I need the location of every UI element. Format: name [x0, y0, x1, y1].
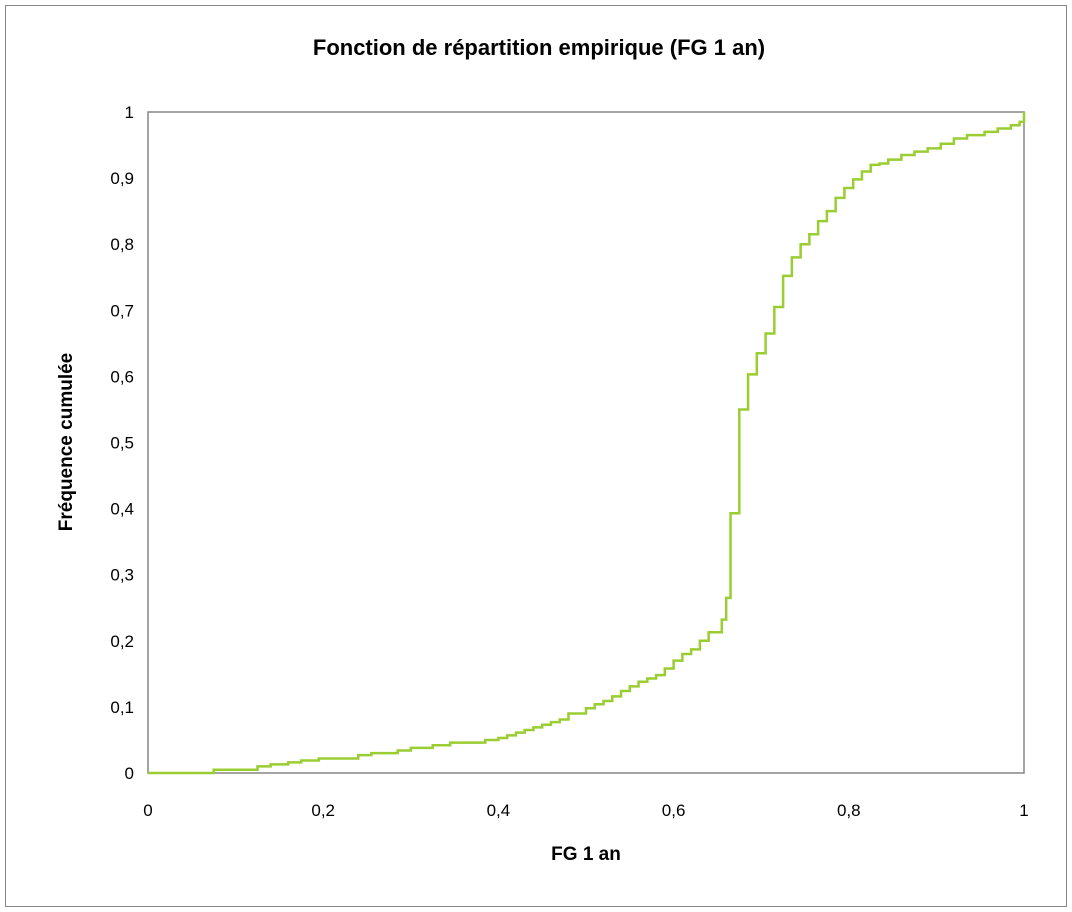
y-axis-ticks: 0 0,1 0,2 0,3 0,4 0,5 0,6 0,7 0,8 0,9 1 [110, 103, 134, 783]
y-tick-label: 0,2 [110, 632, 134, 651]
chart-title: Fonction de répartition empirique (FG 1 … [313, 35, 765, 60]
y-tick-label: 0,8 [110, 235, 134, 254]
ecdf-series-line [148, 112, 1026, 775]
y-tick-label: 0,6 [110, 367, 134, 386]
y-tick-label: 0,1 [110, 698, 134, 717]
y-tick-label: 0,7 [110, 301, 134, 320]
x-axis-label: FG 1 an [551, 844, 621, 865]
y-tick-label: 0,9 [110, 169, 134, 188]
y-tick-label: 0,5 [110, 434, 134, 453]
x-tick-label: 0,6 [662, 801, 686, 820]
x-tick-label: 0,4 [487, 801, 511, 820]
y-tick-label: 0 [125, 764, 134, 783]
x-tick-label: 0,2 [311, 801, 335, 820]
x-tick-label: 0,8 [837, 801, 861, 820]
x-tick-label: 1 [1019, 801, 1028, 820]
plot-area [147, 111, 1025, 774]
y-tick-label: 0,4 [110, 500, 134, 519]
chart-area [5, 5, 1067, 907]
y-tick-label: 0,3 [110, 566, 134, 585]
y-axis-label: Fréquence cumulée [56, 353, 77, 531]
x-axis-ticks: 0 0,2 0,4 0,6 0,8 1 [143, 801, 1028, 820]
y-tick-label: 1 [125, 103, 134, 122]
x-tick-label: 0 [143, 801, 152, 820]
